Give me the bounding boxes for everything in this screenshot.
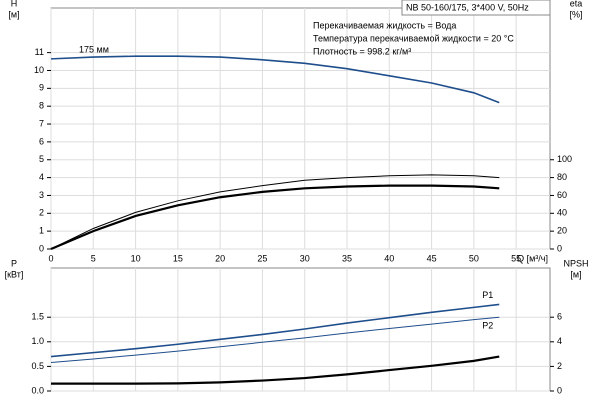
y-axis-label: [кВт] [5,269,24,279]
y2-tick-label: 100 [557,154,572,164]
x-tick-label: 50 [469,253,479,263]
y2-tick-label: 60 [557,190,567,200]
series-line [50,174,500,250]
series-line [50,316,500,363]
y2-tick-label: 80 [557,172,567,182]
y-axis-label: H [11,0,18,8]
y2-axis-label: [%] [569,9,582,19]
y2-tick-label: 2 [557,361,562,371]
x-tick-label: 0 [48,253,53,263]
x-tick-label: 5 [91,253,96,263]
x-tick-label: 45 [427,253,437,263]
y-tick-label: 4 [39,172,44,182]
y-tick-label: 1 [39,226,44,236]
series-line [50,55,500,104]
x-axis-label: Q [м³/ч] [517,253,548,263]
y-tick-label: 10 [34,65,44,75]
y2-tick-label: 0 [557,385,562,395]
y-tick-label: 0.0 [31,385,44,395]
y2-tick-label: 4 [557,336,562,346]
y-tick-label: 1.5 [31,312,44,322]
y-tick-label: 11 [35,47,44,57]
y-tick-label: 6 [39,136,44,146]
series-label: P2 [482,321,493,331]
y2-axis-label: NPSH [563,258,588,268]
info-line: Плотность = 998.2 кг/м³ [313,46,411,56]
y2-axis-label: [м] [570,269,581,279]
info-line: Температура перекачиваемой жидкости = 20… [313,33,514,43]
y-tick-label: 3 [39,190,44,200]
y2-tick-label: 20 [557,226,567,236]
series-line [51,355,500,385]
info-title: NB 50-160/175, 3*400 V, 50Hz [406,2,529,12]
y-axis-label: [м] [8,9,19,19]
x-tick-label: 15 [173,253,183,263]
series-label: 175 мм [79,44,109,54]
y-tick-label: 2 [39,208,44,218]
x-tick-label: 55 [511,253,521,263]
series-label: P1 [482,290,493,300]
x-tick-label: 10 [131,253,141,263]
y-tick-label: 5 [39,154,44,164]
y-tick-label: 7 [39,118,44,128]
y-tick-label: 1.0 [31,336,44,346]
series-line [50,184,500,251]
series-line [50,303,500,358]
y-tick-label: 9 [39,83,44,93]
x-tick-label: 25 [257,253,267,263]
x-tick-label: 30 [300,253,310,263]
x-tick-label: 35 [342,253,352,263]
y2-tick-label: 6 [557,312,562,322]
y-tick-label: 0.5 [31,361,44,371]
y2-axis-label: eta [570,0,583,8]
info-box [401,0,551,16]
y-tick-label: 8 [39,101,44,111]
info-line: Перекачиваемая жидкость = Вода [313,20,456,30]
x-tick-label: 20 [215,253,225,263]
x-tick-label: 40 [384,253,394,263]
y-tick-label: 0 [39,243,44,253]
y-axis-label: P [11,258,17,268]
y2-tick-label: 0 [557,243,562,253]
y2-tick-label: 40 [557,208,567,218]
